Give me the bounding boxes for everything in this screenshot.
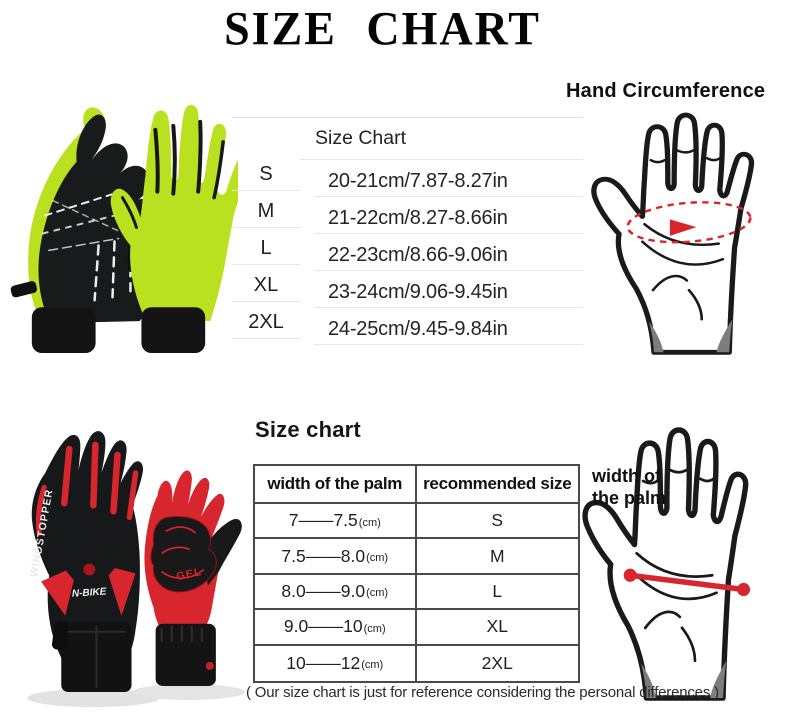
unit-label: (cm) <box>358 516 381 529</box>
recommended-size-cell: M <box>416 539 578 575</box>
brand-emblem <box>83 563 96 576</box>
palm-width-label-line2: the palm <box>592 487 667 508</box>
size-value: 23-24cm/9.06-9.45in <box>314 271 583 308</box>
glove-shadow-left <box>27 688 160 708</box>
palm-width-table-title: Size chart <box>255 417 361 442</box>
finger-seams <box>120 119 225 229</box>
size-label: XL <box>232 265 300 302</box>
palm-creases <box>633 468 718 663</box>
wrist-shadow-right <box>716 319 733 353</box>
reflective-streaks <box>41 190 132 302</box>
size-value: 20-21cm/7.87-8.27in <box>314 160 583 197</box>
circumference-dashed-ellipse <box>626 201 752 244</box>
cuff-dot <box>205 661 214 670</box>
table1-title: Size Chart <box>300 118 583 160</box>
column-gap <box>300 271 314 308</box>
recommended-size-cell: XL <box>416 610 578 646</box>
page-title: SIZE CHART <box>224 1 541 56</box>
palm-width-label: width of the palm <box>592 466 666 510</box>
palm-width-illustration <box>582 427 751 701</box>
unit-label: (cm) <box>363 622 386 635</box>
size-label: M <box>232 191 300 228</box>
cuff-gathers <box>160 625 203 642</box>
green-glove-cuff <box>141 307 206 354</box>
size-label: 2XL <box>232 302 300 339</box>
black-palm-glove <box>38 114 158 324</box>
gel-text: GEL <box>175 566 203 583</box>
green-back-glove <box>110 104 238 322</box>
palm-width-range: 8.0——9.0 <box>281 580 366 601</box>
red-palm-glove: GEL <box>144 470 242 686</box>
column-header-recommended-size: recommended size <box>416 466 578 504</box>
hand-circumference-illustration <box>591 112 755 355</box>
table1-row: L 22-23cm/8.66-9.06in <box>232 234 583 271</box>
table1-body: S 20-21cm/7.87-8.27in M 21-22cm/8.27-8.6… <box>232 160 583 345</box>
recommended-size-cell: 2XL <box>481 652 513 673</box>
brand-text: N-BIKE <box>72 586 108 599</box>
palm-width-cell: 8.0——9.0 (cm) <box>255 574 417 611</box>
size-value: 22-23cm/8.66-9.06in <box>314 234 583 271</box>
size-value: 24-25cm/9.45-9.84in <box>314 308 583 345</box>
size-label: L <box>232 228 300 265</box>
palm-width-cell: 7.5——8.0 (cm) <box>255 539 417 575</box>
black-back-glove: N-BIKE WINDSTOPPER <box>28 431 144 693</box>
palm-width-range: 7——7.5 <box>288 510 358 531</box>
column-gap <box>300 234 314 271</box>
recommended-size-cell: L <box>416 575 578 611</box>
palm-width-measure-line <box>623 568 751 597</box>
palm-width-cell: 7——7.5 (cm) <box>255 504 417 540</box>
glove-strap <box>10 281 38 298</box>
wrist-shadow-left <box>640 662 657 699</box>
column-header-palm-width: width of the palm <box>255 466 417 504</box>
size-value: 21-22cm/8.27-8.66in <box>314 197 583 234</box>
red-finger-stripes <box>35 441 139 536</box>
palm-width-label-line1: width of <box>592 466 661 486</box>
table1-row: XL 23-24cm/9.06-9.45in <box>232 271 583 308</box>
red-patch-left <box>41 565 78 616</box>
cuff-strap <box>51 621 70 651</box>
circumference-arrow <box>669 219 697 236</box>
hand-circumference-label: Hand Circumference <box>566 80 766 102</box>
palm-creases <box>641 149 725 321</box>
size-label: S <box>232 154 300 191</box>
palm-width-range: 9.0——10 <box>283 616 363 637</box>
red-patch-right <box>105 565 136 616</box>
unit-label: (cm) <box>366 587 389 600</box>
unit-label: (cm) <box>361 659 384 672</box>
palm-width-range: 10——12 <box>286 652 361 673</box>
column-gap <box>300 160 314 197</box>
table1-row: 2XL 24-25cm/9.45-9.84in <box>232 308 583 345</box>
palm-width-table: width of the palm recommended size 7——7.… <box>253 464 580 683</box>
table1-row: S 20-21cm/7.87-8.27in <box>232 160 583 197</box>
palm-width-cell: 9.0——10 (cm) <box>255 610 417 646</box>
palm-width-cell: 10——12 (cm) <box>255 645 417 681</box>
recommended-size-cell: S <box>416 504 578 540</box>
wrist-shadow-right <box>710 660 727 699</box>
reference-note: ( Our size chart is just for reference c… <box>246 684 719 701</box>
hand-circumference-table: Size Chart S 20-21cm/7.87-8.27in M 21-22… <box>232 117 583 345</box>
green-gloves-image <box>10 104 238 354</box>
cuff-stitching <box>67 625 126 688</box>
column-gap <box>300 308 314 345</box>
palm-width-range: 7.5——8.0 <box>281 545 366 566</box>
gel-stitching <box>161 526 205 579</box>
hand-outline <box>582 427 749 701</box>
red-gloves-image: N-BIKE WINDSTOPPER GEL <box>27 431 245 708</box>
red-glove-cuff <box>155 623 216 686</box>
table1-row: M 21-22cm/8.27-8.66in <box>232 197 583 234</box>
column-gap <box>300 197 314 234</box>
glove-shadow-right <box>132 683 245 701</box>
black-glove-cuff <box>31 307 96 354</box>
wrist-shadow-left <box>648 321 664 353</box>
unit-label: (cm) <box>366 552 389 565</box>
